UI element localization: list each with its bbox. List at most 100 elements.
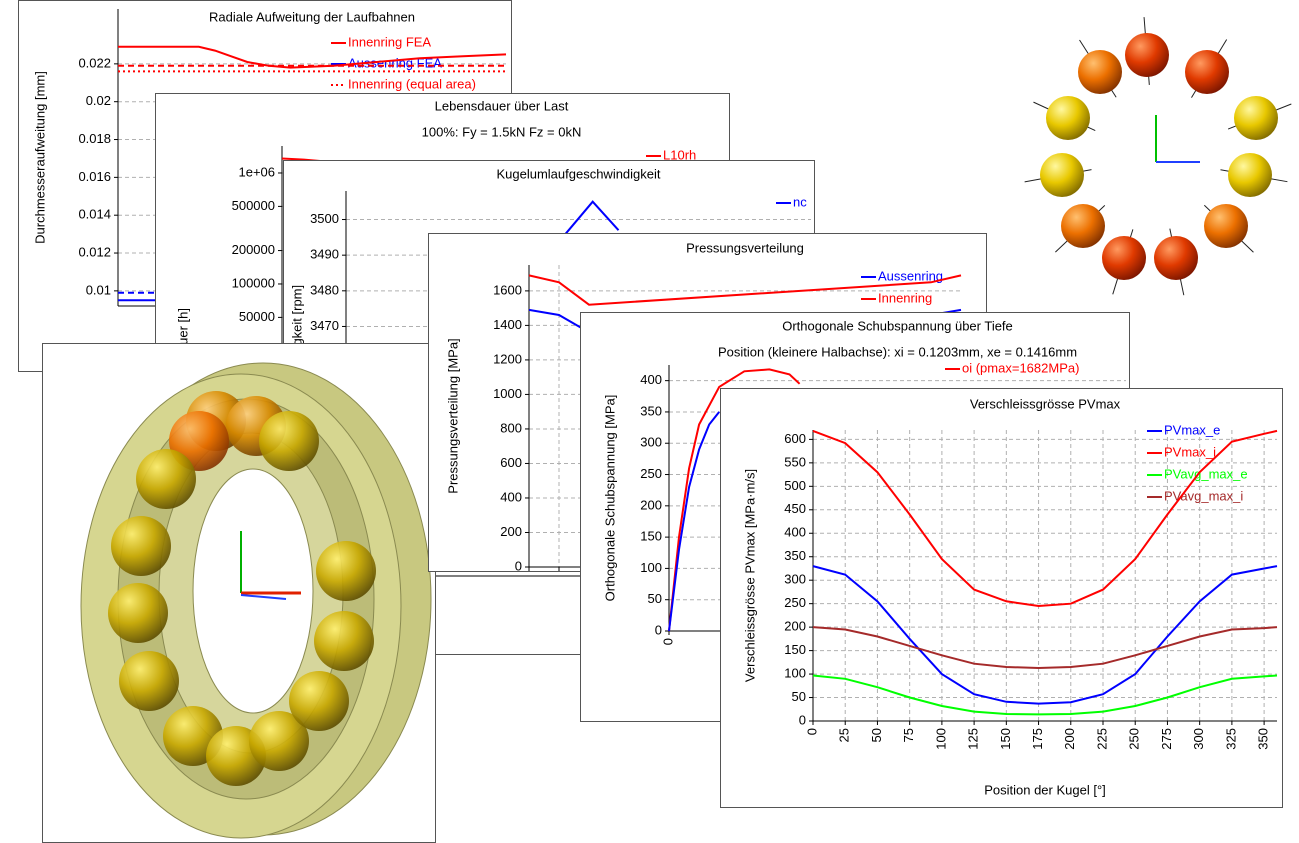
ball	[1061, 204, 1105, 248]
ball	[1154, 236, 1198, 280]
y-tick-label: 1400	[493, 317, 522, 332]
y-tick-label: 3470	[310, 318, 339, 333]
y-tick-label: 0	[655, 622, 662, 637]
chart-title: Pressungsverteilung	[686, 240, 804, 255]
y-tick-label: 350	[640, 403, 662, 418]
legend-label: PVavg_max_i	[1164, 488, 1243, 503]
y-tick-label: 0.01	[86, 282, 111, 297]
y-tick-label: 50	[648, 591, 662, 606]
collage: {"chart_data": [ {"type": "line", "title…	[0, 0, 1299, 843]
x-tick-label: 75	[901, 728, 916, 742]
y-tick-label: 0.016	[78, 169, 111, 184]
y-axis-label: Pressungsverteilung [MPa]	[445, 338, 460, 493]
legend-label: oi (pmax=1682MPa)	[962, 360, 1079, 375]
x-tick-label: 200	[1062, 728, 1077, 750]
x-tick-label: 300	[1191, 728, 1206, 750]
rolling-ball	[259, 411, 319, 471]
rolling-ball	[108, 583, 168, 643]
x-axis-label: Position der Kugel [°]	[984, 782, 1106, 797]
legend-label: PVmax_i	[1164, 444, 1216, 459]
y-tick-label: 0.014	[78, 207, 111, 222]
y-tick-label: 1e+06	[238, 164, 275, 179]
y-tick-label: 0	[799, 712, 806, 727]
y-tick-label: 150	[640, 529, 662, 544]
y-tick-label: 800	[500, 420, 522, 435]
ball	[1125, 33, 1169, 77]
x-tick-label: 175	[1030, 728, 1045, 750]
x-tick-label: 0	[660, 638, 675, 645]
y-tick-label: 300	[784, 572, 806, 587]
y-tick-label: 0.02	[86, 93, 111, 108]
y-tick-label: 550	[784, 454, 806, 469]
y-tick-label: 300	[640, 435, 662, 450]
bore	[193, 469, 313, 713]
y-tick-label: 400	[500, 489, 522, 504]
legend-label: PVmax_e	[1164, 422, 1220, 437]
ball	[1234, 96, 1278, 140]
y-tick-label: 200	[640, 497, 662, 512]
y-tick-label: 0.022	[78, 55, 111, 70]
y-tick-label: 500000	[232, 198, 275, 213]
y-tick-label: 200	[784, 619, 806, 634]
x-tick-label: 250	[1127, 728, 1142, 750]
y-axis-label: Verschleissgrösse PVmax [MPa·m/s]	[742, 469, 757, 682]
chart-title: Verschleissgrösse PVmax	[970, 396, 1121, 411]
series-line	[566, 202, 619, 234]
y-tick-label: 600	[500, 455, 522, 470]
y-tick-label: 50	[792, 689, 806, 704]
chart-title: Radiale Aufweitung der Laufbahnen	[209, 9, 415, 24]
y-tick-label: 100	[784, 666, 806, 681]
page: Bearing analysis collage html, body { ma…	[0, 0, 1299, 843]
x-tick-label: 50	[869, 728, 884, 742]
chart-title: Lebensdauer über Last	[435, 98, 569, 113]
x-tick-label: 25	[837, 728, 852, 742]
y-tick-label: 50000	[239, 309, 275, 324]
y-tick-label: 3490	[310, 247, 339, 262]
x-tick-label: 0	[804, 728, 819, 735]
series-line	[118, 47, 506, 68]
bearing-body	[81, 363, 431, 838]
ball	[1185, 50, 1229, 94]
chart-subtitle: 100%: Fy = 1.5kN Fz = 0kN	[422, 124, 582, 139]
y-tick-label: 400	[784, 525, 806, 540]
y-tick-label: 0	[515, 558, 522, 572]
bearing-3d-view	[42, 343, 436, 843]
x-tick-label: 125	[966, 728, 981, 750]
rolling-ball	[314, 611, 374, 671]
y-tick-label: 3480	[310, 282, 339, 297]
legend-label: nc	[793, 194, 807, 209]
x-tick-label: 225	[1094, 728, 1109, 750]
series-line	[813, 627, 1277, 668]
chart-body: Verschleissgrösse PVmax Verschleissgrösse…	[742, 396, 1277, 797]
chart: Verschleissgrösse PVmax Verschleissgrösse…	[721, 389, 1283, 808]
y-tick-label: 200000	[232, 242, 275, 257]
rolling-ball	[316, 541, 376, 601]
x-tick-label: 150	[998, 728, 1013, 750]
y-tick-label: 0.018	[78, 131, 111, 146]
chart-subtitle: Position (kleinere Halbachse): xi = 0.12…	[718, 344, 1077, 359]
y-tick-label: 1000	[493, 386, 522, 401]
y-tick-label: 500	[784, 478, 806, 493]
legend-label: PVavg_max_e	[1164, 466, 1248, 481]
chart-title: Kugelumlaufgeschwindigkeit	[496, 166, 660, 181]
y-axis-label: Durchmesseraufweitung [mm]	[32, 71, 47, 244]
x-tick-label: 275	[1159, 728, 1174, 750]
bearing-render	[43, 344, 436, 843]
ball	[1228, 153, 1272, 197]
y-tick-label: 600	[784, 431, 806, 446]
y-tick-label: 3500	[310, 211, 339, 226]
y-tick-label: 350	[784, 548, 806, 563]
ball	[1204, 204, 1248, 248]
chart-title: Orthogonale Schubspannung über Tiefe	[782, 318, 1013, 333]
y-tick-label: 400	[640, 372, 662, 387]
chart-window: Verschleissgrösse PVmax Verschleissgrösse…	[720, 388, 1283, 808]
legend-label: Innenring (equal area)	[348, 76, 476, 91]
x-tick-label: 350	[1256, 728, 1271, 750]
rolling-ball	[136, 449, 196, 509]
series-line	[813, 676, 1277, 715]
y-tick-label: 450	[784, 501, 806, 516]
ball	[1078, 50, 1122, 94]
rolling-ball	[289, 671, 349, 731]
y-tick-label: 1600	[493, 282, 522, 297]
ball	[1046, 96, 1090, 140]
